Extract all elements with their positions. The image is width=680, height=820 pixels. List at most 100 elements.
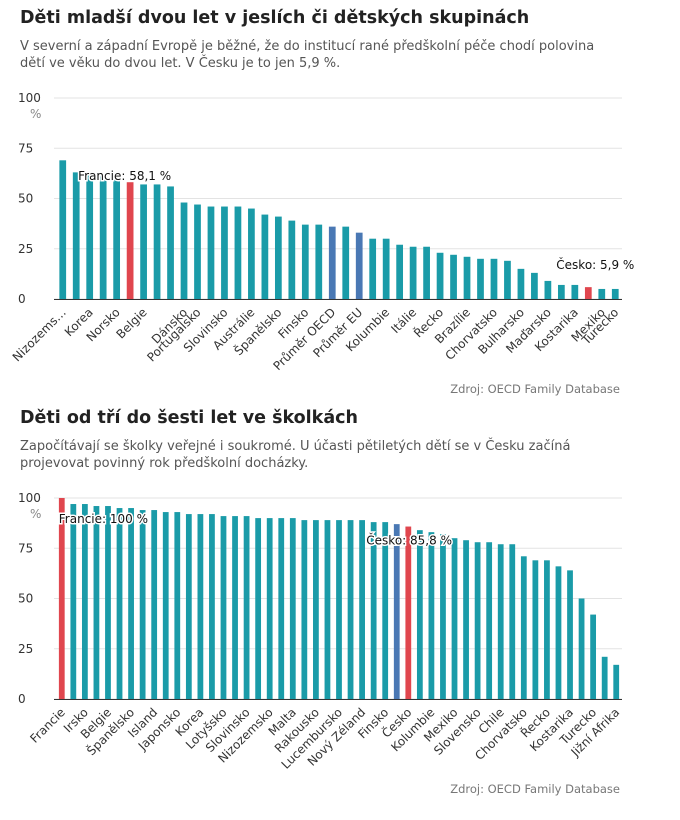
bar-kolumbie <box>428 532 435 699</box>
bar-lucembursko <box>336 520 342 699</box>
y-tick-label: 25 <box>18 242 33 256</box>
bar-japonsko <box>315 224 323 299</box>
bar-chorvatsko <box>520 556 527 699</box>
bar-korea <box>86 174 94 299</box>
bar-mexiko <box>451 538 458 699</box>
y-tick-label: 50 <box>18 192 33 206</box>
bar-chile <box>497 544 504 699</box>
y-tick-label: 50 <box>18 592 33 606</box>
y-tick-label: 0 <box>18 292 26 306</box>
y-tick-label: 100 <box>18 91 41 105</box>
annotation-label: Francie: 58,1 % <box>78 169 171 183</box>
y-tick-label: 75 <box>18 141 33 155</box>
bar-kostarika <box>571 284 579 299</box>
bar-finsko <box>382 522 389 699</box>
bar-dánsko <box>116 508 123 699</box>
bar-rumunsko <box>463 540 469 699</box>
bar-jižní-afrika <box>613 664 620 699</box>
bar-belgie <box>140 184 147 299</box>
bar-průměr-eu <box>355 232 363 299</box>
bar-francie <box>58 498 65 699</box>
y-tick-label: 25 <box>18 642 33 656</box>
bar-island <box>99 176 107 299</box>
bar-polsko <box>369 238 377 299</box>
annotation-label: Francie: 100 % <box>59 512 148 526</box>
chart2-source: Zdroj: OECD Family Database <box>450 782 620 796</box>
bar-litva <box>477 258 484 299</box>
bar-průměr <box>393 524 400 699</box>
annotation-label: Česko: 85,8 % <box>366 533 452 548</box>
bar-brazílie <box>463 256 471 299</box>
y-unit-label: % <box>30 107 41 121</box>
bar-bulharsko <box>517 268 525 299</box>
bar-kostarika <box>567 570 573 699</box>
bar-turecko <box>590 614 597 699</box>
bar-turecko <box>611 288 619 299</box>
bar-bulharsko <box>440 534 446 699</box>
bar-slovinsko <box>243 516 250 699</box>
bar-řecko <box>436 252 444 299</box>
bars <box>59 160 619 299</box>
bar-nizozemsko <box>266 518 273 699</box>
bar-švédsko <box>185 514 192 699</box>
bar-itálie <box>209 514 215 699</box>
bar-saúdská-arábie <box>578 598 585 699</box>
bar-švýcarsko <box>509 544 516 699</box>
bar-průměr-oecd <box>328 226 336 299</box>
chart1-subtitle: V severní a západní Evropě je běžné, že … <box>20 39 595 71</box>
chart1-title: Děti mladší dvou let v jeslích či dětský… <box>20 8 530 28</box>
bar-indonésie <box>601 656 608 699</box>
bar-slovensko <box>474 542 481 699</box>
bar-estonsko <box>255 518 262 699</box>
gridlines <box>54 97 622 300</box>
y-tick-label: 100 <box>18 491 41 505</box>
bar-portugalsko <box>194 204 201 299</box>
bars <box>58 498 620 699</box>
bar-kanada <box>532 560 539 699</box>
bar-izrael <box>70 504 77 699</box>
bar-estonsko <box>396 244 404 299</box>
bar-lotyšsko <box>450 254 457 299</box>
bar-itálie <box>409 246 417 299</box>
bar-švédsko <box>153 184 161 299</box>
bar-lucembursko <box>167 186 174 299</box>
bar-brazílie <box>555 566 562 699</box>
bar-norsko <box>113 176 121 299</box>
y-tick-label: 75 <box>18 541 33 555</box>
bar-litva <box>324 520 331 699</box>
bar-kanada <box>261 214 269 299</box>
bar-finsko <box>301 224 309 299</box>
bar-irsko <box>81 504 88 699</box>
bar-lucembursko <box>278 518 285 699</box>
bar-německo <box>234 206 242 299</box>
bar-rumunsko <box>531 272 538 299</box>
bar-korea <box>197 514 204 699</box>
bar-lotyšsko <box>220 516 227 699</box>
bar-španělsko <box>274 216 282 299</box>
bar-rakousko <box>504 260 511 299</box>
bar-island <box>151 510 158 699</box>
bar-portugalsko <box>301 520 308 699</box>
bar-belgie <box>105 506 111 699</box>
bar-malta <box>289 518 296 699</box>
bar-rakousko <box>313 520 319 699</box>
bar-dánsko <box>180 202 188 299</box>
bar-nizozemsko <box>59 160 67 299</box>
bar-slovensko <box>557 284 565 299</box>
bar-slovinsko <box>207 206 215 299</box>
bar-slovinsko <box>221 206 228 299</box>
chart2-subtitle: Započítávají se školky veřejné i soukrom… <box>20 439 571 471</box>
bar-nový-zéland <box>288 220 296 299</box>
bar-španělsko <box>128 508 134 699</box>
bar-austrálie <box>370 522 377 699</box>
bar-česko <box>584 287 592 299</box>
bar-řecko <box>544 560 550 699</box>
bar-velká-británie <box>93 506 100 699</box>
y-unit-label: % <box>30 507 41 521</box>
bar-nový-zéland <box>359 520 365 699</box>
bar-nový-zéland <box>347 520 354 699</box>
bar-chile <box>342 226 350 299</box>
x-tick-label: Belgie <box>113 305 149 341</box>
